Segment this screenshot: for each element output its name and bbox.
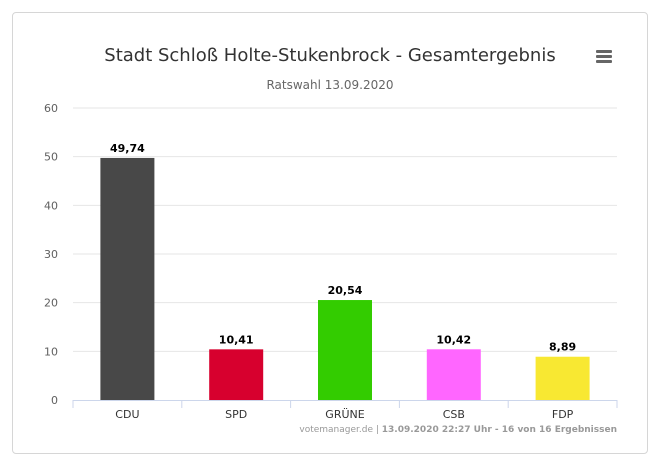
y-tick-label: 0	[51, 394, 58, 407]
data-label: 10,41	[219, 333, 254, 346]
credits-text: votemanager.de | 13.09.2020 22:27 Uhr - …	[299, 425, 617, 435]
y-tick-label: 30	[44, 248, 58, 261]
y-tick-label: 50	[44, 151, 58, 164]
bar-spd[interactable]	[209, 349, 264, 400]
x-tick-label: CSB	[443, 408, 465, 421]
data-label: 20,54	[328, 284, 363, 297]
x-tick-label: GRÜNE	[325, 408, 364, 421]
bar-grüne[interactable]	[318, 300, 372, 400]
y-tick-label: 20	[44, 297, 58, 310]
x-tick-label: FDP	[552, 408, 574, 421]
y-tick-label: 10	[44, 345, 58, 358]
x-tick-label: SPD	[225, 408, 247, 421]
chart-title: Stadt Schloß Holte-Stukenbrock - Gesamte…	[104, 45, 555, 66]
bar-cdu[interactable]	[100, 157, 155, 400]
bar-fdp[interactable]	[535, 356, 590, 400]
y-tick-label: 40	[44, 199, 58, 212]
data-label: 10,42	[436, 333, 471, 346]
data-label: 49,74	[110, 142, 145, 155]
x-tick-label: CDU	[115, 408, 139, 421]
data-label: 8,89	[549, 341, 576, 354]
credits-source: votemanager.de	[299, 425, 373, 435]
hamburger-menu-icon[interactable]	[596, 50, 614, 66]
credits-detail: 13.09.2020 22:27 Uhr - 16 von 16 Ergebni…	[382, 425, 617, 435]
bar-csb[interactable]	[426, 349, 481, 400]
chart-subtitle: Ratswahl 13.09.2020	[266, 78, 393, 92]
y-tick-label: 60	[44, 102, 58, 115]
